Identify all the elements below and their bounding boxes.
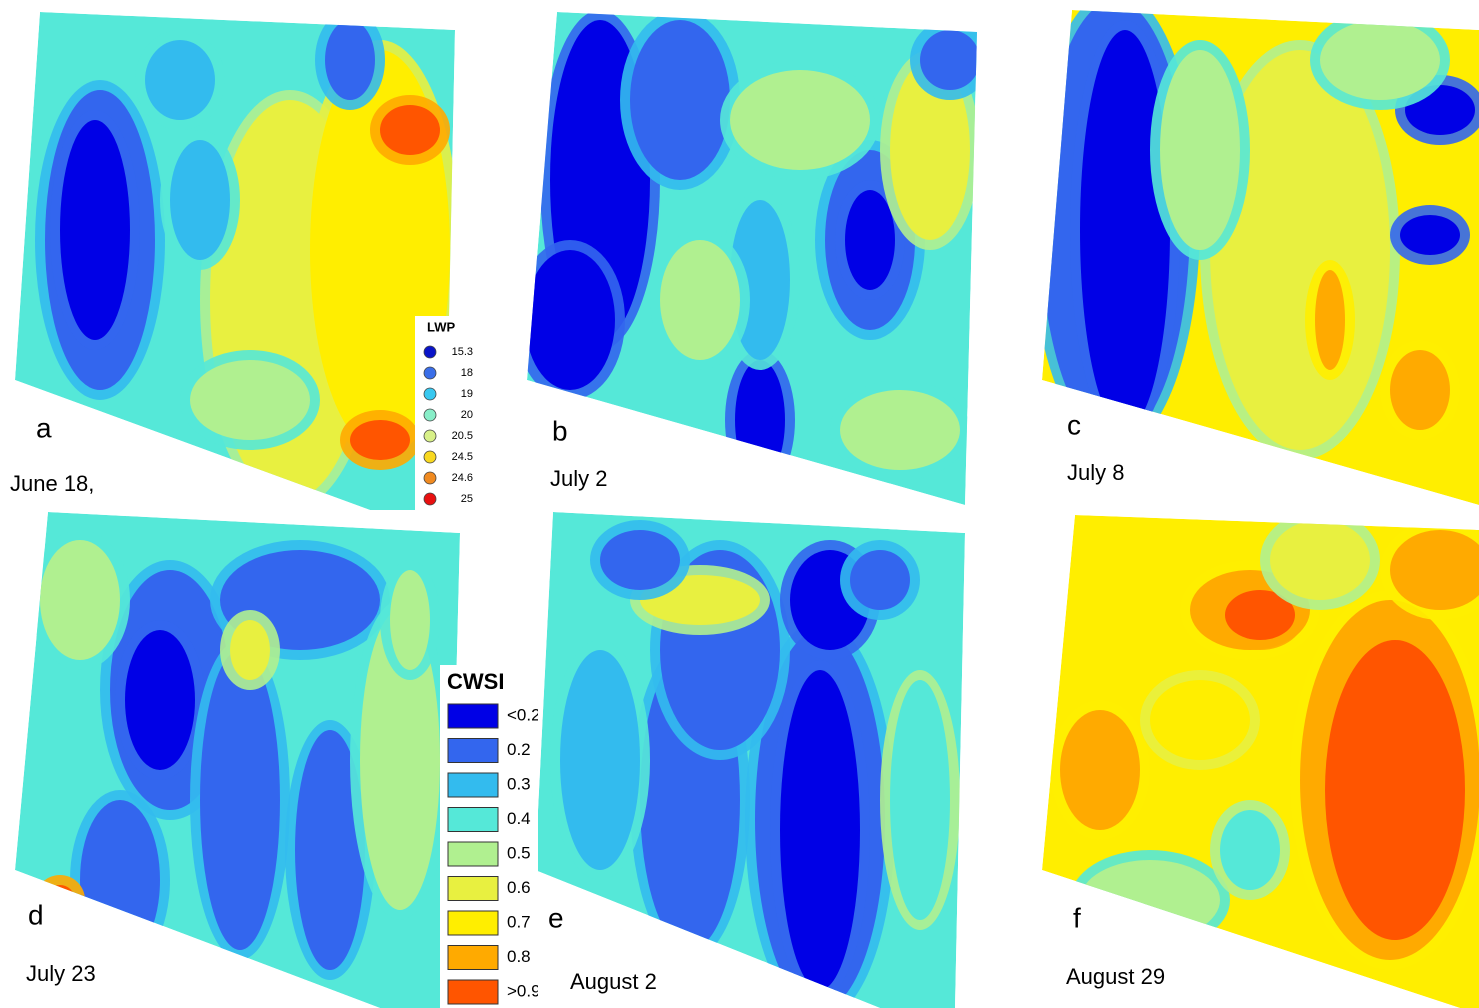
lwp-label: 20.5 <box>452 430 473 442</box>
lwp-label: 18 <box>461 367 473 379</box>
map-panel <box>535 512 965 1008</box>
contour-zone <box>845 190 895 290</box>
contour-zone <box>170 140 230 260</box>
cwsi-label: 0.6 <box>507 878 531 897</box>
lwp-swatch <box>424 493 436 505</box>
lwp-swatch <box>424 346 436 358</box>
contour-zone <box>1390 350 1450 430</box>
contour-zone <box>730 70 870 170</box>
panel-letter: d <box>28 899 44 930</box>
map-panel <box>515 10 990 505</box>
contour-zone <box>325 20 375 100</box>
cwsi-swatch <box>448 980 498 1004</box>
lwp-legend-title: LWP <box>427 319 455 334</box>
cwsi-swatch <box>448 704 498 728</box>
panel-letter: f <box>1073 902 1081 933</box>
contour-zone <box>600 530 680 590</box>
lwp-label: 24.5 <box>452 451 473 463</box>
contour-zone <box>390 570 430 670</box>
contour-zone <box>890 680 950 920</box>
cwsi-label: <0.2 <box>507 705 541 724</box>
contour-zone <box>380 105 440 155</box>
cwsi-swatch <box>448 911 498 935</box>
lwp-swatch <box>424 451 436 463</box>
lwp-label: 15.3 <box>452 346 473 358</box>
lwp-swatch <box>424 388 436 400</box>
contour-zone <box>145 40 215 120</box>
contour-zone <box>780 670 860 990</box>
panel-letter: c <box>1067 409 1081 440</box>
panel-letter: a <box>36 412 52 443</box>
contour-zone <box>1220 810 1280 890</box>
contour-zone <box>45 885 75 915</box>
lwp-label: 20 <box>461 409 473 421</box>
panel-date: June 18, <box>10 471 94 496</box>
contour-zone <box>660 240 740 360</box>
cwsi-label: 0.5 <box>507 843 531 862</box>
panel-date: July 8 <box>1067 460 1124 485</box>
contour-zone <box>560 650 640 870</box>
lwp-label: 25 <box>461 493 473 505</box>
cwsi-swatch <box>448 739 498 763</box>
contour-zone <box>190 360 310 440</box>
contour-zone <box>850 550 910 610</box>
contour-zone <box>1270 520 1370 600</box>
contour-zone <box>1315 270 1345 370</box>
cwsi-legend: CWSI<0.2 0.2 0.3 0.4 0.5 0.6 0.7 0.8 >0.9 <box>440 665 545 1008</box>
map-panel <box>1030 0 1479 505</box>
lwp-swatch <box>424 409 436 421</box>
contour-zone <box>1060 710 1140 830</box>
lwp-label: 24.6 <box>452 472 473 484</box>
contour-zone <box>80 800 160 960</box>
lwp-label: 19 <box>461 388 473 400</box>
contour-zone <box>735 360 785 480</box>
contour-zone <box>840 390 960 470</box>
map-panel <box>15 512 460 1008</box>
contour-zone <box>630 20 730 180</box>
cwsi-label: 0.8 <box>507 947 531 966</box>
cwsi-label: >0.9 <box>507 981 541 1000</box>
panel-date: August 2 <box>570 969 657 994</box>
panel-letter: b <box>552 415 568 446</box>
contour-zone <box>525 250 615 390</box>
figure: LWP 15.3 18 19 20 20.5 24.5 24.6 25 CWSI<0.2 0.2 0.… <box>0 0 1479 1008</box>
cwsi-swatch <box>448 946 498 970</box>
cwsi-swatch <box>448 773 498 797</box>
contour-zone <box>1080 860 1220 940</box>
lwp-swatch <box>424 430 436 442</box>
panel-letter: e <box>548 902 564 933</box>
contour-zone <box>40 540 120 660</box>
contour-zone <box>60 120 130 340</box>
map-panel <box>15 10 460 510</box>
contour-zone <box>1160 50 1240 250</box>
contour-zone <box>200 650 280 950</box>
contour-zone <box>1320 20 1440 100</box>
panel-date: August 29 <box>1066 964 1165 989</box>
contour-zone <box>350 420 410 460</box>
map-panel <box>1042 510 1479 1008</box>
cwsi-label: 0.2 <box>507 740 531 759</box>
maps <box>15 0 1479 1008</box>
panel-date: July 23 <box>26 961 96 986</box>
contour-zone <box>1400 215 1460 255</box>
cwsi-swatch <box>448 842 498 866</box>
contour-zone <box>230 620 270 680</box>
cwsi-swatch <box>448 877 498 901</box>
contour-zone <box>1080 30 1170 430</box>
contour-zone <box>920 30 980 90</box>
lwp-swatch <box>424 367 436 379</box>
cwsi-label: 0.4 <box>507 809 531 828</box>
contour-zone <box>1150 680 1250 760</box>
panel-date: July 2 <box>550 466 607 491</box>
lwp-swatch <box>424 472 436 484</box>
cwsi-swatch <box>448 808 498 832</box>
contour-zone <box>1325 640 1465 940</box>
cwsi-legend-title: CWSI <box>447 669 504 694</box>
cwsi-label: 0.7 <box>507 912 531 931</box>
cwsi-label: 0.3 <box>507 774 531 793</box>
contour-zone <box>125 630 195 770</box>
